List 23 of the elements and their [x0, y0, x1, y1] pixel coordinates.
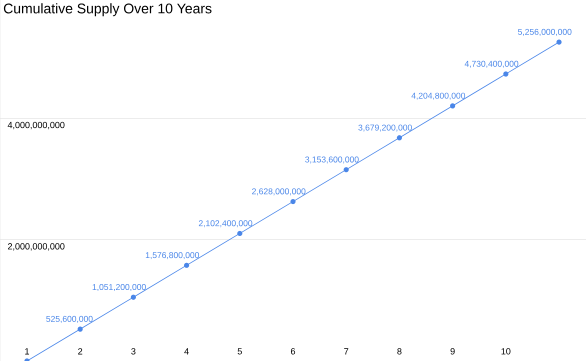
data-label: 2,628,000,000	[252, 188, 306, 196]
x-tick-label: 1	[25, 348, 30, 354]
data-label: 4,730,400,000	[464, 60, 518, 68]
x-tick-label: 5	[238, 348, 242, 354]
data-label: 3,679,200,000	[358, 124, 412, 132]
x-tick-label: 8	[397, 348, 402, 354]
data-label: 525,600,000	[46, 316, 93, 323]
y-tick-label: 2,000,000,000	[8, 243, 65, 251]
data-label: 4,204,800,000	[411, 92, 466, 100]
y-tick-label: 4,000,000,000	[8, 122, 65, 130]
data-label: 1,051,200,000	[92, 284, 146, 292]
x-tick-label: 3	[131, 348, 136, 354]
x-tick-label: 10	[502, 348, 510, 354]
data-label: 1,576,800,000	[146, 252, 200, 260]
data-label: 3,153,600,000	[305, 156, 359, 164]
x-tick-label: 6	[290, 348, 296, 354]
x-tick-label: 4	[184, 348, 189, 354]
data-label: 5,256,000,000	[518, 28, 572, 36]
data-label: 2,102,400,000	[198, 220, 252, 228]
chart-title: Cumulative Supply Over 10 Years	[4, 3, 212, 16]
x-tick-label: 9	[450, 348, 455, 354]
x-tick-label: 7	[344, 348, 348, 354]
x-tick-label: 2	[78, 348, 82, 354]
